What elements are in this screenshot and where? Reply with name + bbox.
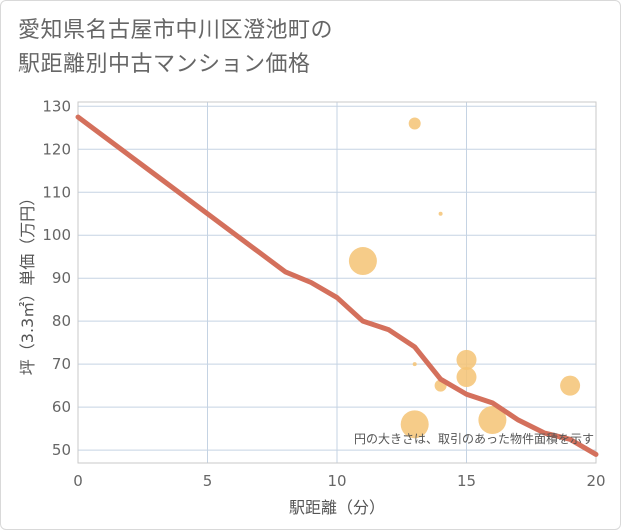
x-axis-label: 駅距離（分）: [289, 498, 385, 517]
y-tick-label: 110: [42, 183, 71, 201]
grid-lines: [77, 102, 597, 463]
y-tick-label: 70: [52, 355, 71, 373]
bubble-point: [408, 117, 421, 130]
bubble-series: [348, 117, 581, 439]
y-axis-label: 坪（3.3㎡）単価（万円）: [18, 190, 37, 375]
chart-title-line2: 駅距離別中古マンション価格: [18, 52, 311, 77]
chart-title: 愛知県名古屋市中川区澄池町の 駅距離別中古マンション価格: [18, 14, 333, 82]
bubble-point: [456, 367, 477, 388]
y-tick-label: 120: [42, 140, 71, 158]
x-tick-label: 15: [457, 472, 476, 490]
y-tick-label: 130: [42, 97, 71, 115]
y-tick-label: 60: [52, 398, 71, 416]
y-tick-label: 100: [42, 226, 71, 244]
y-tick-label: 50: [52, 441, 71, 459]
bubble-size-note: 円の大きさは、取引のあった物件面積を示す: [354, 431, 594, 446]
y-tick-label: 80: [52, 312, 71, 330]
y-tick-label: 90: [52, 269, 71, 287]
x-tick-label: 0: [73, 472, 83, 490]
bubble-point: [348, 247, 377, 276]
bubble-point: [456, 349, 477, 370]
bubble-point: [478, 406, 507, 435]
trend-line: [75, 114, 599, 457]
plot-area: [77, 101, 597, 464]
bubble-point: [412, 362, 417, 367]
bubble-point: [560, 375, 581, 396]
x-tick-label: 5: [203, 472, 213, 490]
x-axis-ticks: 0 5 10 15 20: [73, 472, 605, 490]
trend-series: [75, 114, 599, 457]
bubble-point: [438, 211, 443, 216]
bubble-point: [400, 410, 429, 439]
x-tick-label: 20: [586, 472, 605, 490]
y-axis-ticks: 50 60 70 80 90 100 110 120 130: [42, 97, 71, 459]
x-tick-label: 10: [327, 472, 346, 490]
chart-title-line1: 愛知県名古屋市中川区澄池町の: [18, 18, 334, 43]
